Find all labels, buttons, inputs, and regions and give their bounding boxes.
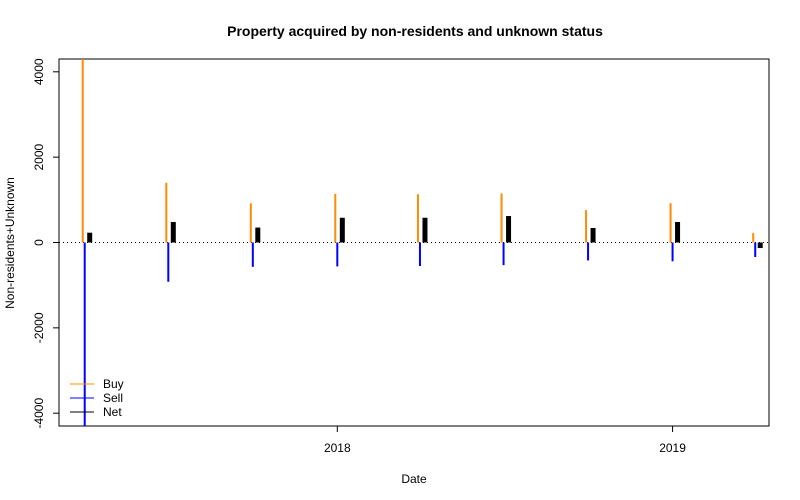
legend: Buy Sell Net <box>70 377 124 419</box>
x-tick-label: 2018 <box>324 441 351 455</box>
y-tick-label: 4000 <box>32 58 46 85</box>
legend-label-buy: Buy <box>103 377 124 391</box>
y-axis-label: Non-residents+Unknown <box>3 177 17 309</box>
chart-title: Property acquired by non-residents and u… <box>227 23 603 39</box>
legend-label-net: Net <box>103 405 122 419</box>
y-tick-label: -4000 <box>32 398 46 429</box>
x-axis: 2018 2019 <box>324 426 686 455</box>
y-tick-label: -2000 <box>32 312 46 343</box>
y-axis: -4000 -2000 0 2000 4000 <box>32 58 59 429</box>
x-tick-label: 2019 <box>659 441 686 455</box>
x-axis-label: Date <box>401 472 427 486</box>
y-tick-label: 0 <box>32 239 46 246</box>
legend-label-sell: Sell <box>103 391 123 405</box>
y-tick-label: 2000 <box>32 143 46 170</box>
bars-group <box>81 59 763 426</box>
